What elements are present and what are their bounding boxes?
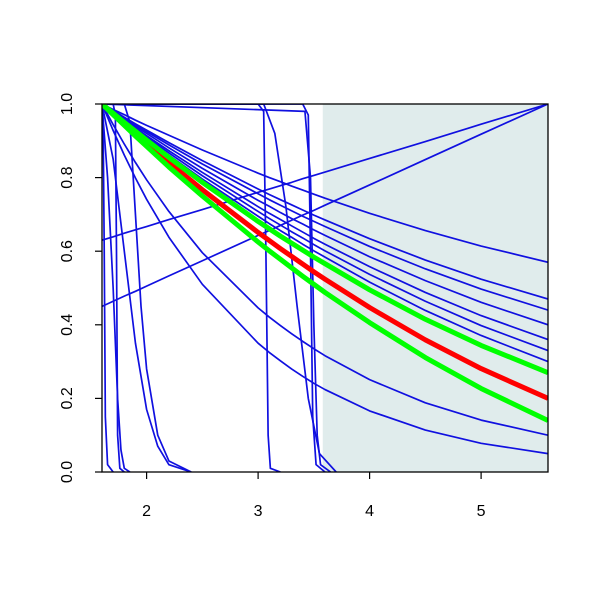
plot-frame bbox=[101, 103, 549, 473]
y-tick-label: 0.4 bbox=[59, 314, 76, 336]
series-line bbox=[102, 104, 548, 423]
series-line bbox=[102, 104, 548, 326]
series-line bbox=[102, 104, 548, 375]
series-line bbox=[102, 104, 326, 472]
series-line bbox=[102, 104, 337, 472]
series-line bbox=[102, 104, 125, 472]
y-tick-label: 0.8 bbox=[59, 166, 76, 188]
y-tick-label: 0.0 bbox=[59, 461, 76, 483]
series-line bbox=[102, 104, 332, 472]
x-tick-label: 5 bbox=[477, 503, 486, 520]
series-line bbox=[102, 104, 548, 311]
x-tick-label: 2 bbox=[142, 503, 151, 520]
series-line bbox=[102, 104, 548, 241]
y-tick-label: 1.0 bbox=[59, 93, 76, 115]
x-tick-label: 3 bbox=[254, 503, 263, 520]
series-line bbox=[102, 104, 114, 472]
series-line bbox=[102, 104, 548, 437]
axes: 2 3 4 5 0.0 0.2 0.4 0.6 0.8 1.0 bbox=[59, 93, 549, 520]
x-tick-label: 4 bbox=[365, 503, 374, 520]
series-line bbox=[102, 104, 548, 300]
series-line bbox=[102, 104, 548, 264]
y-tick-label: 0.6 bbox=[59, 240, 76, 262]
series-line bbox=[102, 104, 548, 308]
series-line bbox=[102, 104, 131, 472]
shaded-region bbox=[322, 104, 548, 472]
series-line bbox=[102, 104, 192, 472]
y-tick-label: 0.2 bbox=[59, 387, 76, 409]
plot-area bbox=[102, 104, 548, 472]
series-line bbox=[102, 104, 192, 472]
